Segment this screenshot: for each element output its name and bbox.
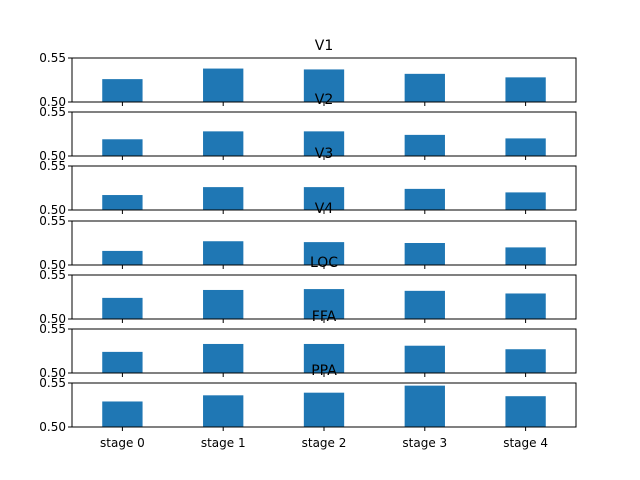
bar bbox=[203, 131, 244, 156]
bar bbox=[203, 289, 244, 319]
bar bbox=[102, 195, 143, 210]
bar bbox=[303, 242, 345, 265]
x-tick-label: stage 4 bbox=[503, 436, 548, 450]
bar bbox=[505, 192, 546, 210]
bar bbox=[303, 69, 345, 102]
y-tick-label: 0.55 bbox=[39, 51, 66, 65]
x-tick-label: stage 1 bbox=[201, 436, 246, 450]
y-tick-label: 0.55 bbox=[39, 214, 66, 228]
y-tick-label: 0.50 bbox=[39, 203, 66, 217]
y-tick-label: 0.55 bbox=[39, 105, 66, 119]
panel-title: V2 bbox=[315, 92, 333, 108]
y-tick-label: 0.50 bbox=[39, 149, 66, 163]
y-tick-label: 0.50 bbox=[39, 312, 66, 326]
bar bbox=[404, 73, 445, 102]
bar bbox=[203, 187, 244, 210]
subplot-stack: 0.500.55V10.500.55V20.500.55V30.500.55V4… bbox=[39, 38, 577, 450]
panel-title: LOC bbox=[310, 255, 338, 271]
bar bbox=[505, 349, 546, 373]
y-tick-label: 0.50 bbox=[39, 258, 66, 272]
bar bbox=[102, 79, 143, 102]
bar bbox=[303, 392, 345, 427]
y-tick-label: 0.55 bbox=[39, 376, 66, 390]
bar bbox=[404, 290, 445, 319]
bar bbox=[203, 241, 244, 265]
bar bbox=[102, 351, 143, 373]
bar bbox=[203, 343, 244, 373]
panel-title: FFA bbox=[312, 309, 337, 325]
y-tick-label: 0.55 bbox=[39, 268, 66, 282]
bar bbox=[203, 395, 244, 427]
bar bbox=[505, 77, 546, 102]
bar bbox=[404, 345, 445, 373]
panel-title: PPA bbox=[311, 363, 337, 379]
y-tick-label: 0.50 bbox=[39, 95, 66, 109]
panel-title: V4 bbox=[315, 201, 334, 217]
bar bbox=[404, 243, 445, 265]
panel-title: V1 bbox=[315, 38, 333, 54]
bar bbox=[505, 138, 546, 156]
bar bbox=[303, 131, 345, 156]
bar bbox=[102, 401, 143, 427]
bar bbox=[102, 250, 143, 265]
bar bbox=[505, 247, 546, 265]
y-tick-label: 0.55 bbox=[39, 322, 66, 336]
bar bbox=[505, 293, 546, 319]
x-tick-label: stage 0 bbox=[100, 436, 145, 450]
y-tick-label: 0.50 bbox=[39, 366, 66, 380]
bar bbox=[303, 187, 345, 210]
bar bbox=[303, 289, 345, 319]
x-tick-label: stage 2 bbox=[302, 436, 347, 450]
bar bbox=[102, 139, 143, 156]
y-tick-label: 0.55 bbox=[39, 159, 66, 173]
y-tick-label: 0.50 bbox=[39, 420, 66, 434]
bar bbox=[203, 68, 244, 102]
bar bbox=[303, 343, 345, 373]
bar bbox=[404, 385, 445, 427]
x-tick-label: stage 3 bbox=[402, 436, 447, 450]
subplot: 0.50 0.55 V1 bbox=[39, 38, 577, 109]
bar bbox=[505, 396, 546, 427]
bar bbox=[404, 134, 445, 156]
bar bbox=[102, 297, 143, 319]
panel-title: V3 bbox=[315, 146, 333, 162]
bar bbox=[404, 188, 445, 210]
